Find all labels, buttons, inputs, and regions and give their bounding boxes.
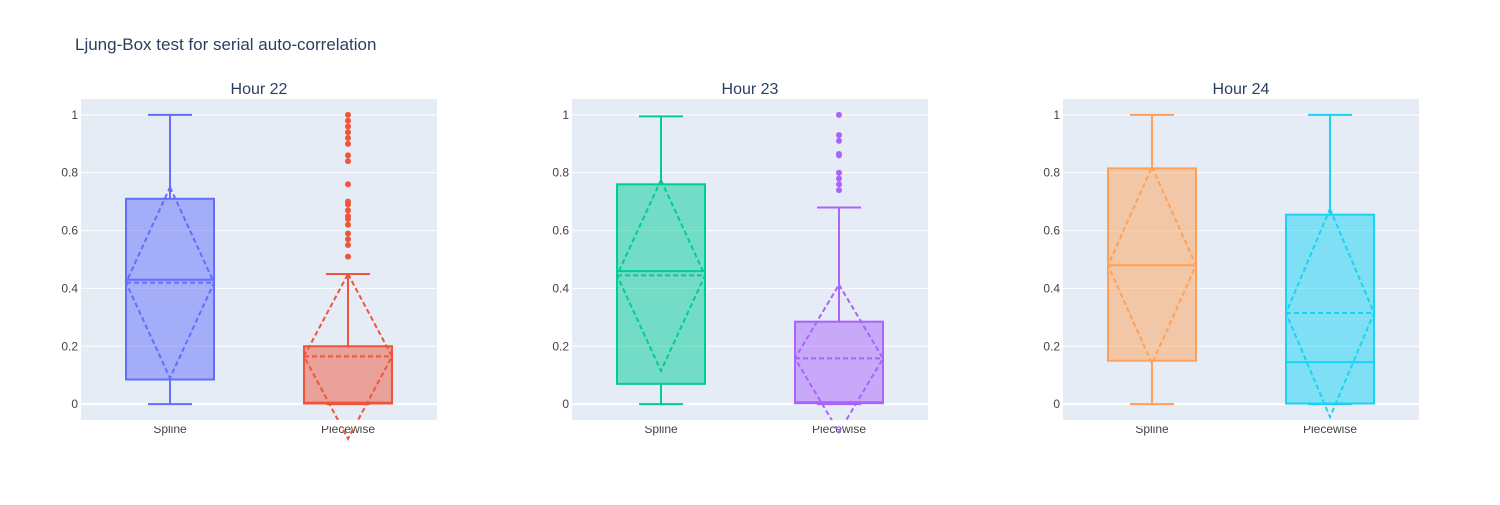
outlier-point xyxy=(836,137,842,144)
outlier-point xyxy=(345,181,351,188)
outlier-point xyxy=(836,111,842,118)
y-tick-label: 0.4 xyxy=(61,281,78,295)
y-tick-label: 0.4 xyxy=(552,281,569,295)
sd-diamond xyxy=(615,177,707,374)
sd-diamond xyxy=(793,282,885,435)
box-body xyxy=(1285,213,1375,405)
y-tick-label: 0.2 xyxy=(552,339,569,353)
y-tick-label: 0.2 xyxy=(61,339,78,353)
outlier-point xyxy=(345,117,351,124)
box-body xyxy=(794,320,884,405)
sd-diamond xyxy=(1284,206,1376,420)
y-tick-label: 0 xyxy=(562,397,569,411)
outlier-point xyxy=(345,111,351,118)
plot-bottom-mask xyxy=(80,420,438,426)
y-tick-label: 1 xyxy=(562,108,569,122)
outlier-point xyxy=(345,135,351,142)
y-tick-label: 0.8 xyxy=(61,166,78,180)
outlier-point xyxy=(345,198,351,205)
y-tick-label: 0.8 xyxy=(1043,166,1060,180)
y-tick-label: 0.6 xyxy=(1043,224,1060,238)
figure-title: Ljung-Box test for serial auto-correlati… xyxy=(75,35,376,54)
box-body xyxy=(303,345,393,405)
box-body xyxy=(125,197,215,381)
y-tick-label: 0.4 xyxy=(1043,281,1060,295)
outlier-point xyxy=(345,213,351,220)
box-body xyxy=(616,183,706,385)
subplot-title: Hour 22 xyxy=(231,81,288,98)
box-spline xyxy=(124,113,216,406)
y-tick-label: 0.2 xyxy=(1043,339,1060,353)
outlier-point xyxy=(836,150,842,157)
box-piecewise xyxy=(302,111,394,441)
y-tick-label: 0 xyxy=(1053,397,1060,411)
sd-diamond xyxy=(124,184,216,381)
box-piecewise xyxy=(1284,113,1376,420)
outlier-point xyxy=(345,253,351,260)
outlier-point xyxy=(345,152,351,159)
y-tick-label: 0.6 xyxy=(61,224,78,238)
outlier-point xyxy=(345,242,351,249)
y-tick-label: 0 xyxy=(71,397,78,411)
outlier-point xyxy=(345,236,351,243)
box-spline xyxy=(615,115,707,406)
outlier-point xyxy=(836,175,842,182)
box-piecewise xyxy=(793,111,885,435)
box-spline xyxy=(1106,113,1198,406)
outlier-point xyxy=(345,158,351,165)
outlier-point xyxy=(345,207,351,214)
outlier-point xyxy=(345,123,351,130)
plot-bottom-mask xyxy=(571,420,929,426)
subplot-title: Hour 24 xyxy=(1213,81,1270,98)
outlier-point xyxy=(836,187,842,194)
sd-diamond xyxy=(302,271,394,441)
outlier-point xyxy=(345,140,351,147)
y-tick-label: 0.8 xyxy=(552,166,569,180)
outlier-point xyxy=(345,221,351,228)
outlier-point xyxy=(836,132,842,139)
y-tick-label: 1 xyxy=(71,108,78,122)
outlier-point xyxy=(345,129,351,136)
outlier-point xyxy=(345,230,351,237)
outlier-point xyxy=(836,169,842,176)
y-tick-label: 0.6 xyxy=(552,224,569,238)
outlier-point xyxy=(836,181,842,188)
subplot-title: Hour 23 xyxy=(722,81,779,98)
y-tick-label: 1 xyxy=(1053,108,1060,122)
plot-bottom-mask xyxy=(1062,420,1420,426)
